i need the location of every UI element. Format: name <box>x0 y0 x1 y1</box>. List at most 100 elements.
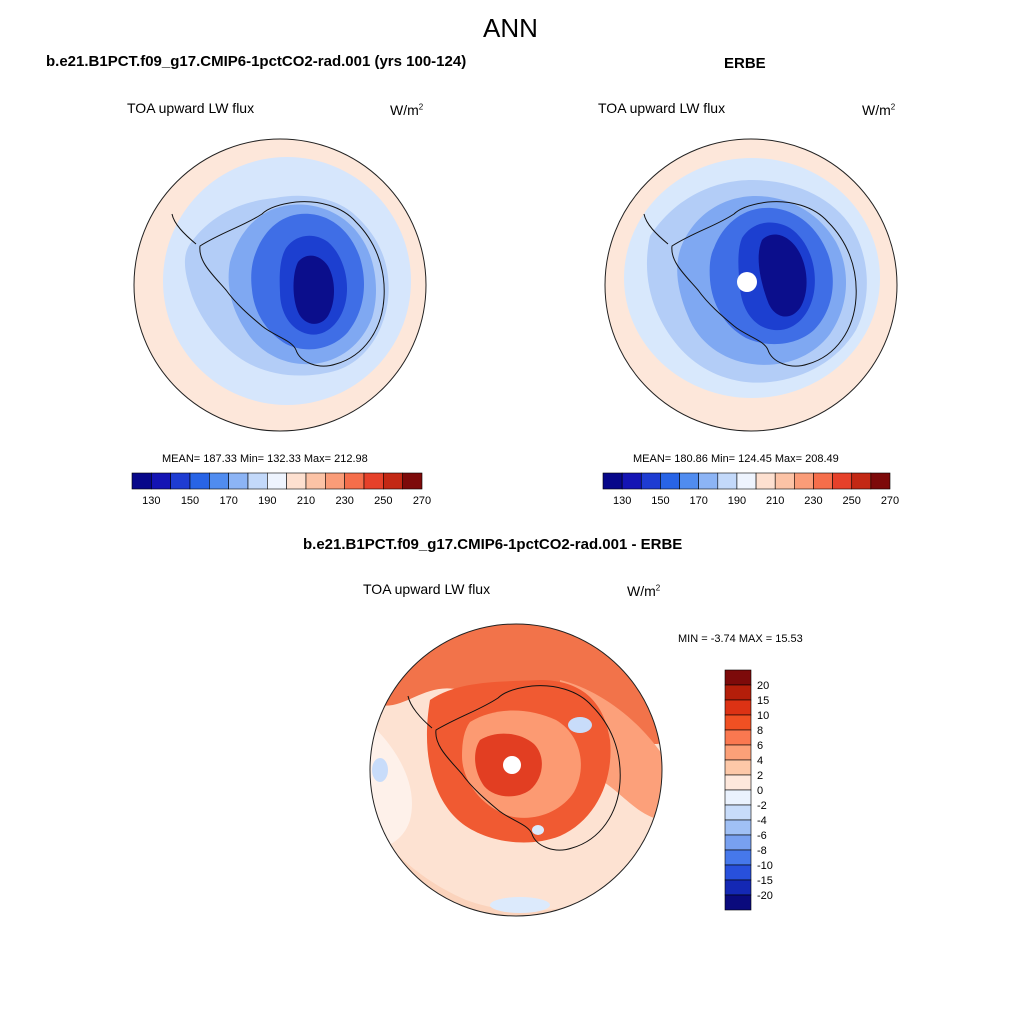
map-diff-missing-pole <box>503 756 521 774</box>
colorbar-diff-tick-label: -15 <box>757 875 773 887</box>
colorbar-diff-tick-label: -20 <box>757 890 773 902</box>
colorbar-model-box <box>344 472 365 490</box>
panel-2-stats: MEAN= 180.86 Min= 124.45 Max= 208.49 <box>633 453 839 465</box>
colorbar-model-tick-label: 150 <box>181 495 199 507</box>
colorbar-model: 130 150 170 190 210 230 250 270 <box>131 472 431 507</box>
colorbar-model-box <box>131 472 152 490</box>
colorbar-obs-box <box>774 472 795 490</box>
colorbar-obs-box <box>679 472 699 490</box>
map-diff <box>369 623 663 917</box>
colorbar-diff-box <box>724 834 752 851</box>
colorbar-model-tick-label: 230 <box>335 495 353 507</box>
colorbar-model-tick-label: 190 <box>258 495 276 507</box>
map-model-boundary <box>133 138 427 432</box>
colorbar-diff-tick-label: 15 <box>757 695 769 707</box>
panel-1-units-exp: 2 <box>418 102 424 112</box>
colorbar-obs-box <box>736 472 757 490</box>
colorbar-diff-box <box>724 804 752 821</box>
panel-2-case-title: ERBE <box>724 55 766 72</box>
panel-1-units-base: W/m <box>390 102 419 118</box>
map-obs-coastline <box>671 201 857 367</box>
map-diff-neg-patch-3 <box>490 897 550 913</box>
colorbar-obs-box <box>717 472 738 490</box>
map-diff-neg-patch-1 <box>372 758 388 782</box>
colorbar-obs-box <box>870 472 891 490</box>
colorbar-diff-tick-label: 20 <box>757 680 769 692</box>
colorbar-model-box <box>267 472 287 490</box>
colorbar-diff-tick-label: 8 <box>757 725 763 737</box>
colorbar-model-tick-label: 270 <box>413 495 431 507</box>
map-diff-neg-patch-4 <box>532 825 544 835</box>
panel-2-units-exp: 2 <box>890 102 896 112</box>
colorbar-diff-box <box>724 714 752 731</box>
colorbar-model-box <box>228 472 249 490</box>
figure-title: ANN <box>483 13 538 43</box>
colorbar-diff-tick-label: -2 <box>757 800 767 812</box>
colorbar-diff-box <box>724 849 752 866</box>
colorbar-obs-tick-label: 150 <box>651 495 669 507</box>
map-model-coastline <box>199 201 385 367</box>
colorbar-diff-box <box>724 774 752 791</box>
panel-3-stats: MIN = -3.74 MAX = 15.53 <box>678 633 803 645</box>
colorbar-diff-tick-label: -8 <box>757 845 767 857</box>
map-obs-missing-pole <box>737 272 757 292</box>
panel-1-units: W/m2 <box>390 102 423 118</box>
colorbar-model-tick-label: 130 <box>142 495 160 507</box>
colorbar-model-box <box>305 472 326 490</box>
colorbar-diff-tick-label: 2 <box>757 770 763 782</box>
map-diff-boundary <box>369 623 663 917</box>
colorbar-diff-box <box>724 699 752 716</box>
panel-3-units-exp: 2 <box>655 583 661 593</box>
colorbar-obs-tick-label: 130 <box>613 495 631 507</box>
colorbar-diff-box <box>724 759 752 776</box>
colorbar-model-box <box>189 472 210 490</box>
map-obs-field-core <box>758 234 807 317</box>
colorbar-diff-box <box>724 669 752 686</box>
map-diff-peninsula <box>407 695 433 729</box>
colorbar-diff-box <box>724 729 752 746</box>
colorbar-diff-box <box>724 894 752 911</box>
map-model-field-core <box>293 255 334 324</box>
colorbar-model-box <box>402 472 423 490</box>
colorbar-obs-tick-label: 250 <box>843 495 861 507</box>
colorbar-obs-box <box>755 472 776 490</box>
map-diff-neg-patch-2 <box>568 717 592 733</box>
colorbar-obs-tick-label: 230 <box>804 495 822 507</box>
colorbar-obs-box <box>832 472 853 490</box>
colorbar-model-tick-label: 210 <box>297 495 315 507</box>
colorbar-model-box <box>209 472 229 490</box>
map-model <box>133 138 427 432</box>
colorbar-diff-box <box>724 864 752 881</box>
colorbar-diff-tick-label: 0 <box>757 785 763 797</box>
colorbar-obs-box <box>660 472 680 490</box>
colorbar-obs-tick-label: 190 <box>728 495 746 507</box>
colorbar-obs-box <box>794 472 814 490</box>
panel-2-units: W/m2 <box>862 102 895 118</box>
colorbar-obs-box <box>640 472 661 490</box>
colorbar-diff-box <box>724 684 752 701</box>
colorbar-diff-tick-label: 10 <box>757 710 769 722</box>
colorbar-obs-tick-label: 270 <box>881 495 899 507</box>
map-diff-coastline <box>435 685 621 851</box>
colorbar-obs-box <box>698 472 719 490</box>
colorbar-obs-box <box>813 472 833 490</box>
map-model-peninsula <box>171 213 197 245</box>
map-obs-peninsula <box>643 213 669 245</box>
colorbar-diff-box <box>724 789 752 806</box>
panel-3-units-base: W/m <box>627 583 656 599</box>
panel-1-stats: MEAN= 187.33 Min= 132.33 Max= 212.98 <box>162 453 368 465</box>
colorbar-model-box <box>170 472 191 490</box>
panel-3-units: W/m2 <box>627 583 660 599</box>
colorbar-model-box <box>383 472 403 490</box>
colorbar-model-box <box>325 472 345 490</box>
colorbar-obs-tick-label: 170 <box>689 495 707 507</box>
colorbar-obs-box <box>851 472 872 490</box>
colorbar-diff-box <box>724 744 752 761</box>
panel-2-variable-label: TOA upward LW flux <box>598 100 726 116</box>
colorbar-model-box <box>363 472 384 490</box>
colorbar-diff-tick-label: -10 <box>757 860 773 872</box>
colorbar-model-tick-label: 170 <box>219 495 237 507</box>
colorbar-obs-box <box>602 472 623 490</box>
